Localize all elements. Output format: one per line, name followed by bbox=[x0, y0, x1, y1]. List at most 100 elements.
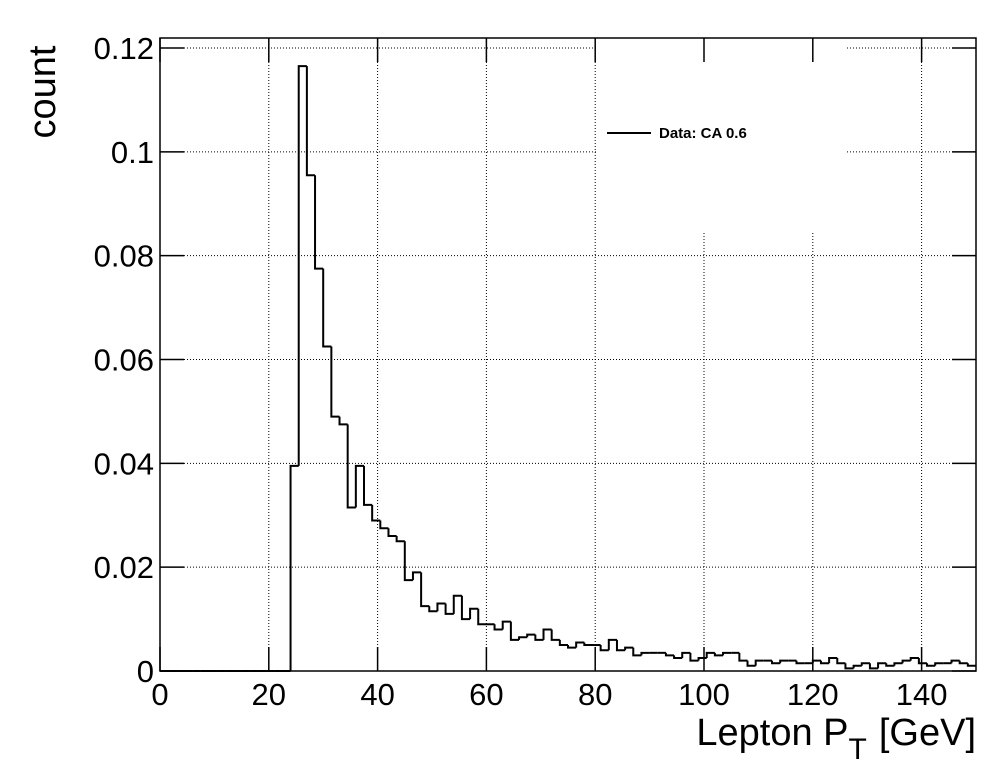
histogram-bin bbox=[371, 504, 381, 522]
histogram-bin bbox=[403, 541, 413, 582]
y-tick-label: 0 bbox=[137, 654, 154, 689]
histogram-bin bbox=[811, 659, 821, 664]
histogram-bin bbox=[607, 638, 617, 651]
histogram-bin bbox=[322, 268, 332, 348]
histogram-bin bbox=[575, 641, 585, 648]
histogram-bin bbox=[615, 639, 626, 652]
histogram-bin bbox=[567, 645, 577, 649]
y-tick-label: 0.04 bbox=[94, 446, 154, 481]
histogram-bin bbox=[779, 659, 789, 664]
histogram-bin bbox=[518, 636, 528, 640]
histogram-bin bbox=[395, 536, 405, 543]
histogram-bin bbox=[713, 652, 724, 657]
x-tick-label: 100 bbox=[678, 677, 730, 712]
histogram-bin bbox=[411, 571, 422, 581]
histogram-bin bbox=[542, 628, 552, 640]
y-axis-title: count bbox=[22, 45, 64, 138]
x-tick-label: 40 bbox=[360, 677, 394, 712]
histogram-bin bbox=[501, 620, 511, 630]
x-axis-title-subscript: T bbox=[849, 733, 867, 766]
histogram-bin bbox=[901, 659, 911, 664]
histogram-bin bbox=[738, 652, 748, 662]
histogram-bin bbox=[444, 603, 454, 615]
histogram-bin bbox=[917, 658, 928, 665]
histogram-bin bbox=[836, 658, 846, 665]
histogram-bin bbox=[583, 642, 593, 647]
histogram-bin bbox=[893, 662, 903, 666]
histogram-bin bbox=[379, 520, 389, 530]
histogram-bin bbox=[338, 416, 348, 426]
histogram-bin bbox=[305, 66, 316, 177]
histogram-bin bbox=[558, 639, 568, 647]
histogram-bin bbox=[664, 652, 675, 657]
histogram-bin bbox=[599, 645, 609, 652]
x-axis-title-main: Lepton P bbox=[696, 712, 848, 754]
histogram-bin bbox=[746, 660, 756, 667]
plot-frame bbox=[159, 37, 977, 672]
histogram-bin bbox=[550, 629, 560, 641]
histogram-bin bbox=[330, 346, 340, 418]
histogram-bin bbox=[624, 646, 634, 651]
histogram-bin bbox=[877, 662, 887, 669]
histogram-bin bbox=[493, 624, 503, 631]
histogram-bin bbox=[868, 663, 879, 670]
histogram-bin bbox=[795, 660, 805, 665]
histogram-bin bbox=[844, 663, 854, 670]
histogram-bin bbox=[950, 659, 960, 664]
histogram-bin bbox=[534, 634, 544, 641]
histogram-bin bbox=[958, 660, 968, 665]
histogram-bin bbox=[771, 660, 781, 665]
histogram-bin bbox=[387, 528, 397, 538]
histogram-bin bbox=[705, 651, 715, 659]
x-axis-title-unit: [GeV] bbox=[879, 712, 976, 754]
histogram-bin bbox=[469, 607, 479, 620]
x-tick-label: 80 bbox=[578, 677, 612, 712]
histogram-bin bbox=[966, 663, 976, 667]
histogram-bin bbox=[673, 655, 683, 660]
histogram-bin bbox=[885, 663, 895, 667]
histogram-bin bbox=[934, 662, 944, 666]
histogram-bin bbox=[860, 662, 870, 666]
histogram-bin bbox=[346, 424, 356, 509]
y-tick-label: 0.08 bbox=[94, 239, 154, 274]
histogram-bin bbox=[297, 65, 307, 466]
histogram-bin bbox=[722, 651, 732, 656]
histogram-bin bbox=[354, 464, 364, 508]
histogram-bin bbox=[477, 608, 487, 626]
histogram-bin bbox=[632, 647, 642, 657]
histogram-bin bbox=[697, 657, 707, 661]
legend-box bbox=[597, 39, 845, 232]
y-tick-label: 0.1 bbox=[111, 135, 154, 170]
histogram-bin bbox=[828, 657, 838, 664]
histogram-bin bbox=[640, 651, 650, 656]
y-tick-label: 0.12 bbox=[94, 31, 154, 66]
histogram-bin bbox=[420, 572, 430, 608]
histogram-bin bbox=[363, 465, 373, 506]
histogram-bin bbox=[452, 594, 462, 614]
histogram-bin bbox=[314, 175, 324, 270]
y-tick-label: 0.06 bbox=[94, 343, 154, 378]
histogram-bin bbox=[909, 657, 919, 661]
x-tick-label: 60 bbox=[469, 677, 503, 712]
histogram-bin bbox=[436, 602, 446, 612]
x-tick-label: 0 bbox=[151, 677, 168, 712]
x-tick-label: 120 bbox=[787, 677, 839, 712]
histogram-bin bbox=[509, 621, 520, 641]
histogram-bin bbox=[689, 652, 699, 662]
x-tick-label: 140 bbox=[896, 677, 948, 712]
x-tick-label: 20 bbox=[252, 677, 286, 712]
histogram-bin bbox=[289, 464, 299, 671]
histogram-bin bbox=[819, 660, 830, 665]
histogram-bin bbox=[460, 595, 471, 621]
x-axis-title: Lepton PT [GeV] bbox=[696, 712, 976, 766]
histogram-bin bbox=[681, 651, 691, 659]
histogram-bin bbox=[428, 606, 438, 613]
histogram-bin bbox=[526, 633, 536, 638]
histogram-bin bbox=[852, 664, 862, 669]
histogram-bin bbox=[926, 663, 936, 667]
legend-label: Data: CA 0.6 bbox=[659, 125, 747, 142]
y-tick-label: 0.02 bbox=[94, 550, 154, 585]
histogram-bin bbox=[754, 659, 764, 666]
